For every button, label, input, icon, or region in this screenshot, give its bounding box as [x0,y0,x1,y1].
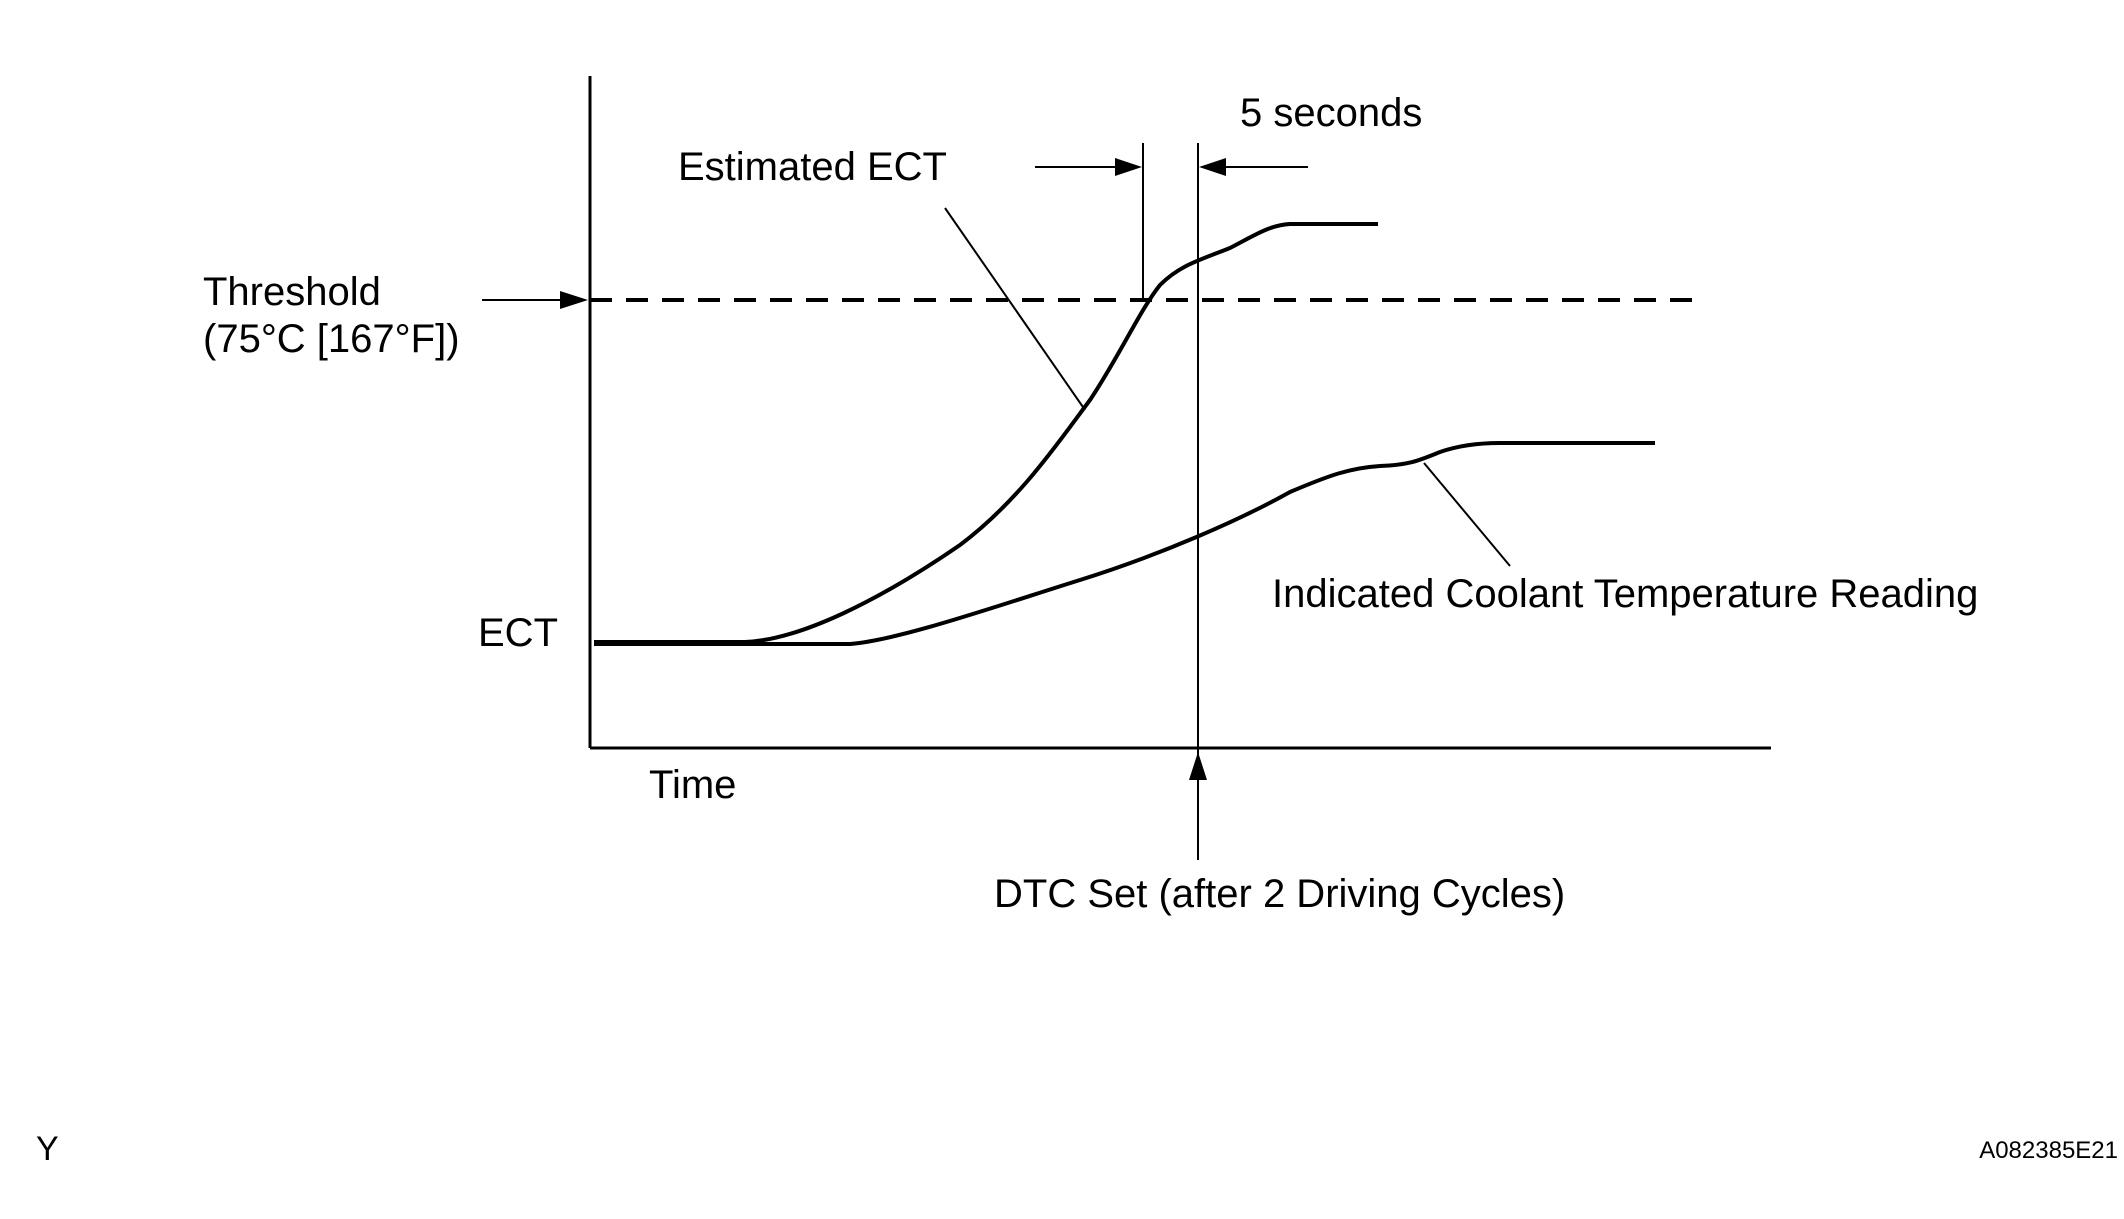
ect-axis-label: ECT [478,611,558,655]
figure-code: A082385E21 [1979,1137,2118,1164]
five-seconds-left-arrowhead [1115,158,1142,176]
indicated-reading-leader [1423,462,1511,567]
indicated-reading-label: Indicated Coolant Temperature Reading [1272,572,1978,616]
dtc-set-arrowhead [1189,752,1207,780]
dtc-set-label: DTC Set (after 2 Driving Cycles) [994,872,1565,916]
threshold-label-line2: (75°C [167°F]) [203,317,460,361]
threshold-arrowhead [560,291,588,309]
threshold-label-line1: Threshold [203,270,381,314]
estimated-ect-curve [594,222,1378,644]
estimated-ect-leader [944,207,1086,411]
estimated-ect-label: Estimated ECT [678,145,947,189]
time-axis-label: Time [649,763,736,807]
indicated-coolant-curve [594,441,1655,646]
corner-mark: Y [36,1130,59,1168]
five-seconds-label: 5 seconds [1240,91,1422,135]
five-seconds-right-arrowhead [1199,158,1226,176]
